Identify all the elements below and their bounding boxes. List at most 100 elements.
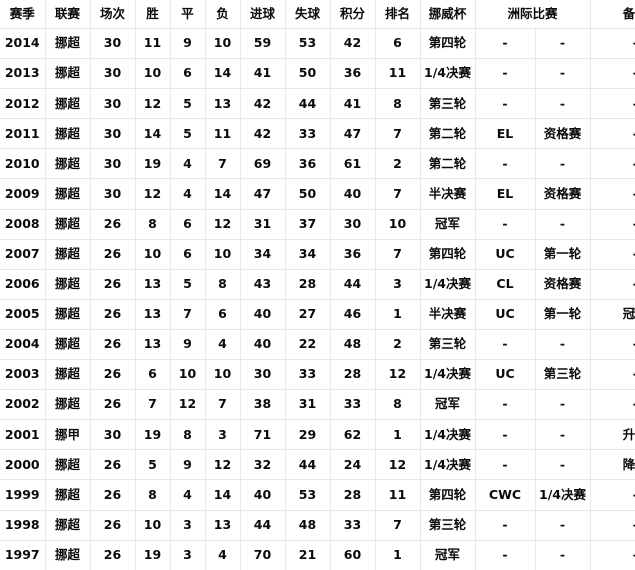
column-header-rank: 排名: [374, 0, 421, 29]
cell-pts: 24: [329, 449, 376, 481]
cell-season: 1998: [0, 509, 46, 541]
cell-intl_a: UC: [474, 298, 536, 330]
cell-rank: 7: [374, 118, 421, 150]
cell-loss: 14: [204, 178, 241, 210]
cell-intl_a: UC: [474, 359, 536, 391]
cell-league: 挪超: [44, 268, 91, 300]
cell-league: 挪甲: [44, 419, 91, 451]
cell-season: 2009: [0, 178, 46, 210]
cell-rank: 12: [374, 449, 421, 481]
cell-pts: 33: [329, 509, 376, 541]
cell-intl_a: CWC: [474, 479, 536, 511]
cell-intl_b: 第一轮: [534, 238, 591, 270]
cell-rank: 11: [374, 479, 421, 511]
cell-pts: 40: [329, 178, 376, 210]
cell-ga: 53: [284, 479, 331, 511]
cell-pts: 28: [329, 359, 376, 391]
cell-played: 30: [89, 58, 136, 90]
cell-loss: 12: [204, 449, 241, 481]
cell-win: 12: [134, 178, 171, 210]
cell-draw: 4: [169, 178, 206, 210]
cell-note: -: [589, 238, 635, 270]
cell-rank: 1: [374, 539, 421, 570]
cell-league: 挪超: [44, 27, 91, 60]
cell-draw: 6: [169, 208, 206, 240]
cell-intl_a: -: [474, 389, 536, 421]
cell-intl_b: -: [534, 27, 591, 60]
cell-draw: 4: [169, 148, 206, 180]
cell-intl_a: -: [474, 419, 536, 451]
cell-draw: 10: [169, 359, 206, 391]
cell-loss: 12: [204, 208, 241, 240]
cell-loss: 10: [204, 359, 241, 391]
cell-rank: 8: [374, 389, 421, 421]
cell-pts: 60: [329, 539, 376, 570]
cell-note: 冠军: [589, 298, 635, 330]
cell-loss: 13: [204, 509, 241, 541]
cell-gf: 44: [239, 509, 286, 541]
cell-ga: 22: [284, 328, 331, 361]
cell-league: 挪超: [44, 148, 91, 180]
cell-gf: 59: [239, 27, 286, 60]
cell-intl_a: -: [474, 509, 536, 541]
cell-ga: 28: [284, 268, 331, 300]
cell-rank: 3: [374, 268, 421, 300]
column-header-draw: 平: [169, 0, 206, 29]
cell-note: -: [589, 509, 635, 541]
cell-gf: 69: [239, 148, 286, 180]
cell-intl_a: -: [474, 208, 536, 240]
cell-ga: 36: [284, 148, 331, 180]
cell-note: -: [589, 479, 635, 511]
cell-played: 26: [89, 449, 136, 481]
cell-cup: 冠军: [419, 389, 476, 421]
cell-cup: 冠军: [419, 539, 476, 570]
cell-gf: 70: [239, 539, 286, 570]
cell-note: -: [589, 118, 635, 150]
cell-loss: 3: [204, 419, 241, 451]
table-row: 2005挪超2613764027461半决赛UC第一轮冠军: [0, 298, 635, 330]
cell-note: -: [589, 539, 635, 570]
cell-season: 2012: [0, 88, 46, 120]
cell-intl_b: -: [534, 449, 591, 481]
cell-pts: 46: [329, 298, 376, 330]
cell-cup: 第三轮: [419, 509, 476, 541]
cell-season: 2005: [0, 298, 46, 330]
cell-draw: 5: [169, 118, 206, 150]
cell-draw: 12: [169, 389, 206, 421]
table-body: 2014挪超30119105953426第四轮---2013挪超30106144…: [0, 27, 635, 570]
cell-intl_b: -: [534, 58, 591, 90]
cell-note: -: [589, 389, 635, 421]
cell-note: 升级: [589, 419, 635, 451]
cell-intl_b: -: [534, 208, 591, 240]
cell-ga: 34: [284, 238, 331, 270]
column-header-league: 联赛: [44, 0, 91, 29]
cell-ga: 44: [284, 88, 331, 120]
cell-win: 19: [134, 539, 171, 570]
cell-cup: 1/4决赛: [419, 58, 476, 90]
cell-season: 2011: [0, 118, 46, 150]
cell-gf: 40: [239, 328, 286, 361]
column-header-ga: 失球: [284, 0, 331, 29]
cell-league: 挪超: [44, 118, 91, 150]
cell-note: -: [589, 58, 635, 90]
cell-draw: 3: [169, 539, 206, 570]
cell-cup: 1/4决赛: [419, 359, 476, 391]
cell-win: 14: [134, 118, 171, 150]
cell-cup: 第三轮: [419, 328, 476, 361]
cell-note: -: [589, 88, 635, 120]
column-header-intl: 洲际比赛: [474, 0, 591, 29]
cell-loss: 7: [204, 148, 241, 180]
cell-loss: 7: [204, 389, 241, 421]
cell-win: 6: [134, 359, 171, 391]
cell-played: 30: [89, 178, 136, 210]
cell-note: -: [589, 208, 635, 240]
cell-gf: 71: [239, 419, 286, 451]
cell-intl_b: 第三轮: [534, 359, 591, 391]
cell-gf: 42: [239, 88, 286, 120]
cell-cup: 第四轮: [419, 238, 476, 270]
